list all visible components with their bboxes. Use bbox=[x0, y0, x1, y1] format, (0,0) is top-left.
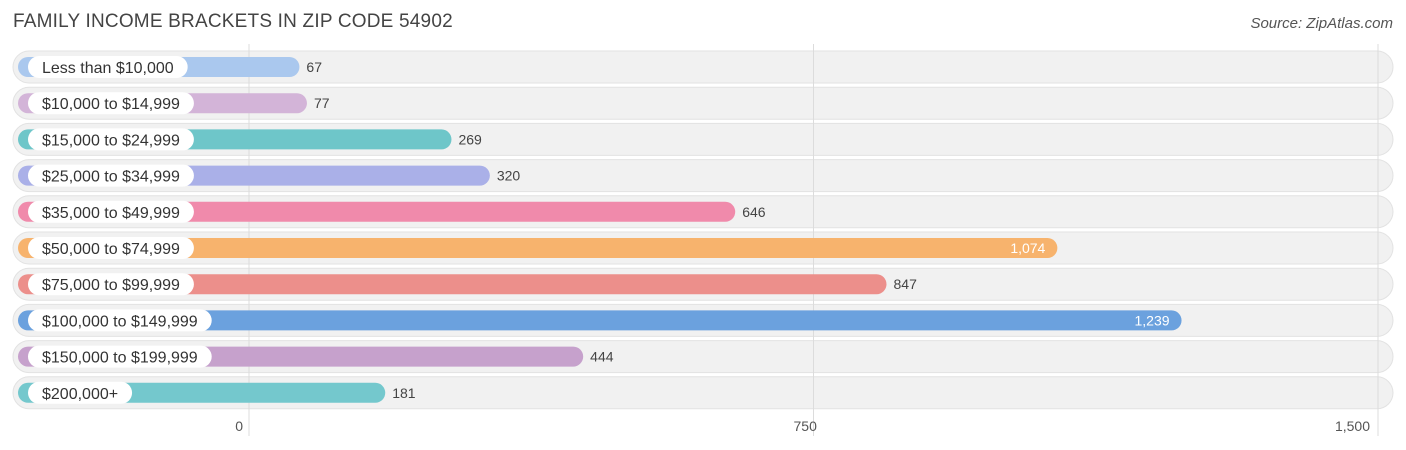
chart-source: Source: ZipAtlas.com bbox=[1250, 15, 1393, 32]
category-label: $15,000 to $24,999 bbox=[42, 132, 180, 149]
category-label-pill bbox=[28, 164, 194, 187]
value-label: 181 bbox=[392, 385, 416, 401]
category-label-pill bbox=[28, 309, 212, 332]
category-label-pill bbox=[28, 128, 194, 151]
category-label-pill bbox=[28, 237, 194, 259]
tick-label: 0 bbox=[235, 418, 243, 434]
value-label: 1,239 bbox=[1135, 312, 1170, 328]
row-background bbox=[12, 86, 1394, 120]
value-label: 444 bbox=[590, 349, 614, 365]
value-label: 847 bbox=[894, 276, 918, 292]
chart-title: FAMILY INCOME BRACKETS IN ZIP CODE 54902 bbox=[13, 11, 453, 32]
category-label: $25,000 to $34,999 bbox=[42, 169, 180, 186]
tick-label: 1,500 bbox=[1335, 418, 1370, 434]
category-label-pill bbox=[28, 273, 194, 296]
category-label: $200,000+ bbox=[42, 386, 118, 403]
category-label-pill bbox=[28, 381, 133, 404]
category-label: $75,000 to $99,999 bbox=[42, 277, 180, 294]
category-label-pill bbox=[28, 345, 212, 368]
value-label: 646 bbox=[742, 204, 766, 220]
category-label-pill bbox=[28, 92, 194, 115]
category-label: $50,000 to $74,999 bbox=[42, 241, 180, 258]
bar bbox=[18, 310, 1182, 331]
value-label: 67 bbox=[306, 59, 322, 75]
value-label: 1,074 bbox=[1010, 240, 1045, 256]
row-background bbox=[12, 50, 1394, 84]
category-label: $35,000 to $49,999 bbox=[42, 205, 180, 222]
value-label: 269 bbox=[458, 131, 482, 147]
category-label-pill bbox=[28, 56, 188, 78]
category-label-pill bbox=[28, 200, 194, 223]
category-label: $10,000 to $14,999 bbox=[42, 96, 180, 113]
tick-label: 750 bbox=[794, 418, 818, 434]
bar bbox=[18, 201, 736, 222]
value-label: 77 bbox=[314, 95, 330, 111]
value-label: 320 bbox=[497, 168, 521, 184]
bar bbox=[18, 274, 887, 295]
category-label: $150,000 to $199,999 bbox=[42, 350, 198, 367]
category-label: $100,000 to $149,999 bbox=[42, 313, 198, 330]
category-label: Less than $10,000 bbox=[42, 60, 174, 77]
bar bbox=[18, 238, 1058, 258]
